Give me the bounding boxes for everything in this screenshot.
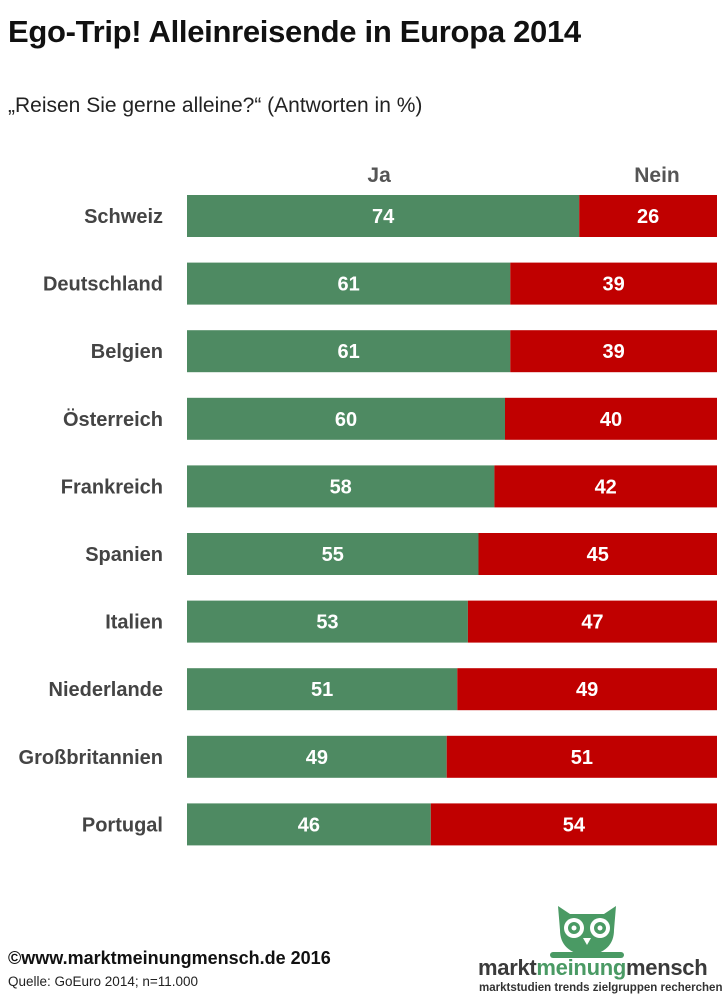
chart-subtitle: „Reisen Sie gerne alleine?“ (Antworten i…: [8, 94, 423, 117]
data-label: 42: [595, 476, 617, 498]
legend-label-ja: Ja: [367, 164, 391, 187]
data-label: 61: [338, 274, 360, 296]
owl-icon: [550, 906, 624, 958]
bar-nein: [505, 397, 717, 440]
category-label: Portugal: [82, 814, 163, 836]
brand-logo: marktmeinungmensch marktstudien trends z…: [478, 900, 723, 995]
bar-nein: [510, 262, 717, 305]
category-label: Frankreich: [61, 476, 163, 498]
bar-ja: [187, 330, 511, 373]
data-label: 39: [603, 341, 625, 363]
stacked-bar-chart: Ja Nein Schweiz 74 26 Deutschland 61 39 Belgien 6…: [19, 164, 717, 846]
logo-word-markt: markt: [478, 955, 537, 980]
bar-ja: [187, 735, 447, 778]
bar-nein: [494, 465, 717, 508]
category-label: Großbritannien: [19, 747, 163, 769]
category-label: Schweiz: [84, 206, 163, 228]
bar-nein: [430, 803, 717, 846]
category-label: Niederlande: [49, 679, 163, 701]
bar-nein: [467, 600, 717, 643]
bar-nein: [457, 668, 717, 711]
chart-title: Ego-Trip! Alleinreisende in Europa 2014: [8, 14, 581, 49]
logo-wordmark: marktmeinungmensch: [478, 955, 708, 981]
bar-ja: [187, 600, 468, 643]
logo-word-meinung: meinung: [536, 955, 626, 980]
data-label: 51: [571, 747, 593, 769]
data-label: 53: [316, 612, 338, 634]
bar-nein: [579, 195, 717, 237]
bar-ja: [187, 465, 495, 508]
category-label: Italien: [105, 612, 163, 634]
bar-ja: [187, 803, 431, 846]
bar-ja: [187, 533, 479, 575]
bar-ja: [187, 262, 511, 305]
data-label: 45: [587, 544, 609, 566]
category-label: Spanien: [85, 544, 163, 566]
bar-nein: [446, 735, 717, 778]
data-label: 40: [600, 409, 622, 431]
logo-word-mensch: mensch: [626, 955, 708, 980]
data-label: 46: [298, 814, 320, 836]
legend-label-nein: Nein: [634, 164, 680, 187]
bar-nein: [478, 533, 717, 575]
data-label: 60: [335, 409, 357, 431]
category-label: Österreich: [63, 408, 163, 431]
bar-ja: [187, 195, 580, 237]
category-label: Deutschland: [43, 274, 163, 296]
data-label: 49: [576, 679, 598, 701]
data-label: 55: [322, 544, 344, 566]
data-label: 54: [563, 814, 586, 836]
source-note: Quelle: GoEuro 2014; n=11.000: [8, 974, 199, 989]
category-label: Belgien: [91, 341, 163, 363]
logo-tagline: marktstudien trends zielgruppen recherch…: [479, 982, 723, 994]
data-label: 47: [581, 612, 603, 634]
data-label: 49: [306, 747, 328, 769]
data-label: 26: [637, 206, 659, 228]
bar-ja: [187, 668, 458, 711]
data-label: 74: [372, 206, 395, 228]
data-label: 39: [603, 274, 625, 296]
bar-nein: [510, 330, 717, 373]
bar-ja: [187, 397, 505, 440]
data-label: 61: [338, 341, 360, 363]
data-label: 58: [330, 476, 352, 498]
data-label: 51: [311, 679, 333, 701]
copyright-notice: ©www.marktmeinungmensch.de 2016: [8, 948, 331, 968]
